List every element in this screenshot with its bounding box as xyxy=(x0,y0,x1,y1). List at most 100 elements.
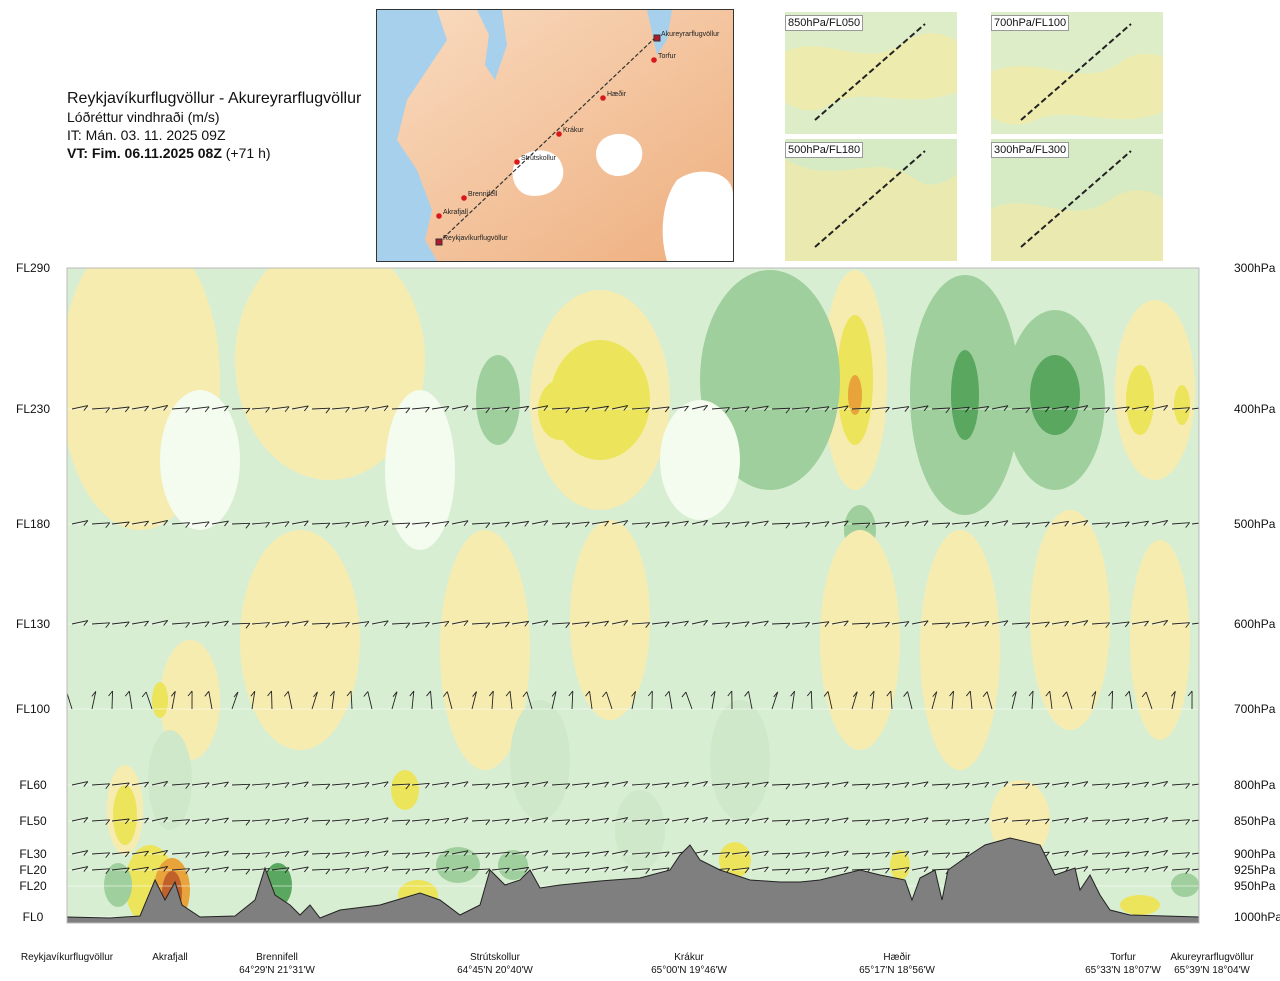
wind-barb xyxy=(651,818,670,825)
wind-barb xyxy=(551,407,571,414)
map-waypoint-marker xyxy=(436,213,442,219)
wind-barb xyxy=(891,818,910,824)
wind-barb xyxy=(151,781,169,787)
wind-barb xyxy=(91,622,111,629)
wind-barb xyxy=(346,690,353,710)
wind-barb xyxy=(871,851,890,858)
wind-barb xyxy=(1091,622,1111,629)
thumbnail-label: 300hPa/FL300 xyxy=(991,142,1070,158)
wind-barb xyxy=(191,406,210,413)
wind-barb xyxy=(731,521,750,528)
wind-barb xyxy=(511,866,530,873)
wind-barb xyxy=(1171,852,1191,858)
wind-barb xyxy=(332,268,333,269)
wind-barb xyxy=(71,268,72,269)
flight-level-label: FL100 xyxy=(16,702,50,716)
thumbnail-700hpa[interactable]: 700hPa/FL100 xyxy=(991,12,1163,134)
wind-barb xyxy=(1131,781,1149,788)
wind-barb xyxy=(151,620,169,626)
wind-barb xyxy=(971,405,990,412)
wind-barb xyxy=(371,620,389,627)
wind-barb xyxy=(711,852,730,858)
wind-barb xyxy=(331,782,350,789)
wind-barb xyxy=(823,691,833,710)
wind-barb xyxy=(991,520,1009,526)
cross-section-chart: FL290 FL230 FL180 FL130 FL100 FL60 FL50 FL30 FL2… xyxy=(16,261,1280,976)
thumbnail-850hpa[interactable]: 850hPa/FL050 xyxy=(785,12,957,134)
wind-barb xyxy=(1131,817,1149,824)
wind-barb xyxy=(611,620,629,626)
wind-barb xyxy=(1031,621,1050,628)
wind-barb xyxy=(391,783,411,790)
wind-barb xyxy=(451,817,469,824)
wind-barb xyxy=(671,520,689,527)
wind-barb xyxy=(664,690,673,710)
wind-barb xyxy=(831,620,849,627)
wind-barb xyxy=(291,850,309,857)
velocity-contour xyxy=(660,400,740,520)
wind-barb xyxy=(331,818,350,825)
wind-barb xyxy=(131,620,149,627)
wind-barb xyxy=(531,405,549,411)
wind-barb xyxy=(71,817,89,823)
flight-level-label: FL290 xyxy=(16,261,50,275)
wind-barb xyxy=(691,404,708,411)
wind-barb xyxy=(791,783,810,789)
wind-barb xyxy=(965,690,973,710)
velocity-contour xyxy=(104,863,132,907)
wind-barb xyxy=(472,268,473,269)
wind-barb xyxy=(710,690,716,710)
wind-barb xyxy=(231,522,251,529)
wind-barb xyxy=(411,406,430,413)
waypoint-coordinate: 64°29'N 21°31'W xyxy=(239,965,315,976)
wind-barb xyxy=(1151,268,1152,269)
map-waypoint-label: Brennifell xyxy=(468,191,498,198)
wind-barb xyxy=(71,520,89,526)
route-line xyxy=(438,35,658,243)
wind-barb xyxy=(371,520,389,527)
wind-barb xyxy=(211,817,229,824)
wind-barb xyxy=(931,783,951,790)
valid-time-offset: (+71 h) xyxy=(225,145,271,161)
pressure-level-label: 950hPa xyxy=(1234,879,1276,893)
wind-barb xyxy=(681,691,693,710)
wind-barb xyxy=(791,852,810,858)
wind-barb xyxy=(172,268,173,269)
wind-barb xyxy=(411,782,430,789)
wind-barb xyxy=(371,850,389,857)
wind-barb xyxy=(982,691,993,710)
wind-barb xyxy=(951,621,970,628)
wind-barb xyxy=(611,866,629,872)
wind-barb xyxy=(891,406,910,412)
wind-barb xyxy=(591,520,609,527)
wind-barb xyxy=(231,783,251,790)
wind-barb xyxy=(371,268,372,269)
wind-barb xyxy=(911,520,929,527)
wind-barb xyxy=(1111,521,1130,528)
wind-barb xyxy=(571,621,590,628)
wind-barb xyxy=(311,852,331,859)
wind-barb xyxy=(771,622,791,629)
map-waypoint-label: Reykjavíkurflugvöllur xyxy=(443,235,508,242)
wind-barb xyxy=(311,691,318,710)
wind-barb xyxy=(611,817,629,823)
wind-barb xyxy=(731,818,750,825)
wind-barb xyxy=(1092,268,1093,269)
wind-barb xyxy=(971,520,990,527)
velocity-contour xyxy=(1120,895,1160,915)
wind-barb xyxy=(852,268,853,269)
wind-barb xyxy=(511,405,530,412)
wind-barb xyxy=(811,782,830,788)
wind-barb xyxy=(751,850,769,857)
chart-header: Reykjavíkurflugvöllur - Akureyrarflugvöl… xyxy=(67,90,361,162)
wind-barb xyxy=(903,691,913,710)
thumbnail-500hpa[interactable]: 500hPa/FL180 xyxy=(785,139,957,261)
wind-barb xyxy=(1011,522,1031,529)
wind-barb xyxy=(1011,622,1031,629)
velocity-contour xyxy=(1115,300,1195,480)
velocity-contour xyxy=(1030,355,1080,435)
wind-barb xyxy=(1031,818,1050,825)
wind-barb xyxy=(751,866,769,873)
wind-barb xyxy=(311,407,331,414)
thumbnail-300hpa[interactable]: 300hPa/FL300 xyxy=(991,139,1163,261)
